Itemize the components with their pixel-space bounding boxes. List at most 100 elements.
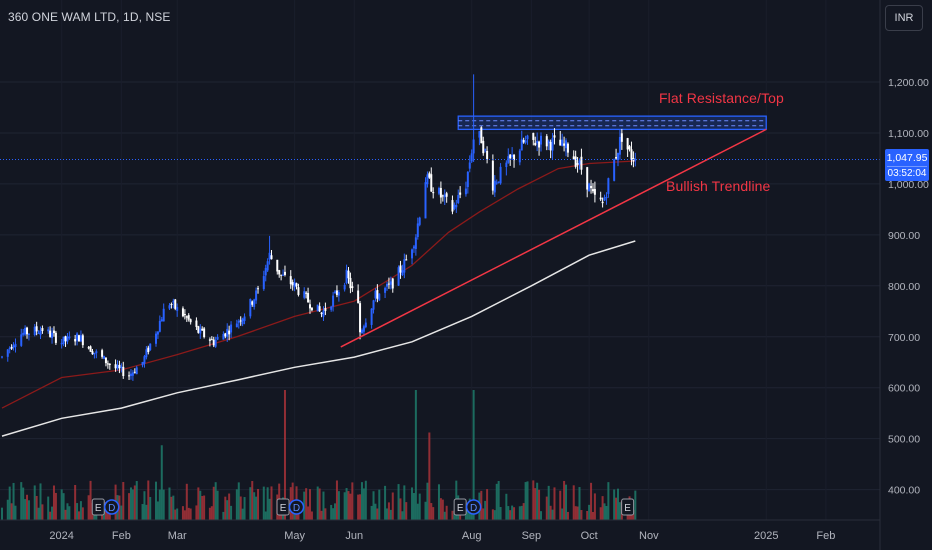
volume-bar <box>343 492 346 520</box>
volume-bar <box>203 495 206 520</box>
volume-bar <box>337 491 340 520</box>
candle-down <box>459 186 462 199</box>
candle-body <box>472 139 475 154</box>
volume-bar <box>559 490 562 520</box>
candle-down <box>451 195 454 215</box>
volume-bar <box>418 493 421 520</box>
volume-bar <box>397 484 400 520</box>
candle-down <box>391 277 394 293</box>
candle-up <box>226 323 229 342</box>
volume-bar <box>399 498 402 520</box>
candle-up <box>168 303 171 311</box>
volume-bar <box>156 501 159 520</box>
y-tick-label: 500.00 <box>888 434 920 446</box>
candle-body <box>149 343 152 351</box>
candle-down <box>208 337 211 347</box>
candle-up <box>524 135 527 145</box>
volume-bar <box>37 507 40 520</box>
candle-down <box>91 348 94 355</box>
candle-up <box>103 355 106 360</box>
candle-up <box>505 160 508 176</box>
resistance-zone[interactable] <box>457 115 767 131</box>
candle-down <box>278 269 281 278</box>
candle-body <box>374 290 377 299</box>
volume-bar <box>176 508 179 520</box>
candle-down <box>480 126 483 144</box>
volume-bar <box>534 488 537 520</box>
candle-body <box>103 356 106 359</box>
volume-bar <box>224 496 227 520</box>
volume-bar <box>74 484 77 520</box>
volume-bar <box>145 504 148 520</box>
candle-down <box>574 150 577 169</box>
earnings-marker-icon[interactable]: E <box>453 498 467 516</box>
volume-bar <box>195 505 198 520</box>
candle-up <box>12 342 15 351</box>
volume-bar <box>345 488 348 520</box>
volume-bar <box>426 482 429 520</box>
candle-down <box>620 128 623 150</box>
candle-body <box>620 133 623 142</box>
volume-bar <box>563 480 566 520</box>
candle-down <box>280 274 283 281</box>
volume-bar <box>360 482 363 520</box>
candle-up <box>507 148 510 164</box>
dividend-marker-icon[interactable]: D <box>103 499 120 515</box>
volume-bar <box>330 504 333 520</box>
currency-button[interactable]: INR <box>885 5 923 31</box>
candle-down <box>170 302 173 309</box>
candle-down <box>310 307 313 312</box>
candle-body <box>106 363 109 365</box>
candle-down <box>590 179 593 194</box>
candle-body <box>497 181 500 183</box>
volume-bar <box>12 482 15 520</box>
trendline[interactable] <box>340 128 767 348</box>
candle-body <box>349 277 352 289</box>
candle-down <box>509 154 512 166</box>
candle-body <box>129 373 132 376</box>
volume-bar <box>128 493 131 520</box>
volume-bar <box>120 505 123 520</box>
candle-body <box>347 270 350 279</box>
candle-body <box>318 306 321 312</box>
candle-up <box>603 194 606 202</box>
volume-bar <box>389 509 392 520</box>
volume-bar <box>359 494 362 520</box>
candle-body <box>208 339 211 341</box>
earnings-marker-icon[interactable]: E <box>621 498 635 516</box>
candle-body <box>630 149 633 160</box>
candle-body <box>316 304 319 312</box>
candle-up <box>414 234 417 256</box>
candle-up <box>162 303 165 322</box>
bullish-trendline <box>340 128 767 348</box>
earnings-marker-icon[interactable]: E <box>91 498 105 516</box>
candle-up <box>466 171 469 194</box>
candle-up <box>364 318 367 329</box>
volume-bar <box>445 505 448 520</box>
candle-down <box>187 313 190 322</box>
volume-bar <box>332 508 335 520</box>
y-tick-label: 600.00 <box>888 383 920 395</box>
volume-bar <box>615 497 618 520</box>
volume-bar <box>511 505 514 520</box>
candle-down <box>224 332 227 339</box>
candle-body <box>376 290 379 299</box>
candle-body <box>253 299 256 307</box>
candle-body <box>93 352 96 355</box>
volume-bar <box>495 483 498 520</box>
candle-up <box>322 306 325 321</box>
volume-bar <box>386 508 388 520</box>
candle-up <box>464 181 467 197</box>
candle-body <box>243 316 246 321</box>
candle-body <box>522 139 525 143</box>
candle-body <box>195 320 198 327</box>
dividend-marker-icon[interactable]: D <box>288 499 305 515</box>
candle-body <box>551 138 554 151</box>
volume-bar <box>268 498 271 520</box>
marker-frame <box>621 498 635 516</box>
candle-body <box>108 363 111 366</box>
earnings-marker-icon[interactable]: E <box>276 498 290 516</box>
dividend-marker-icon[interactable]: D <box>465 499 482 515</box>
